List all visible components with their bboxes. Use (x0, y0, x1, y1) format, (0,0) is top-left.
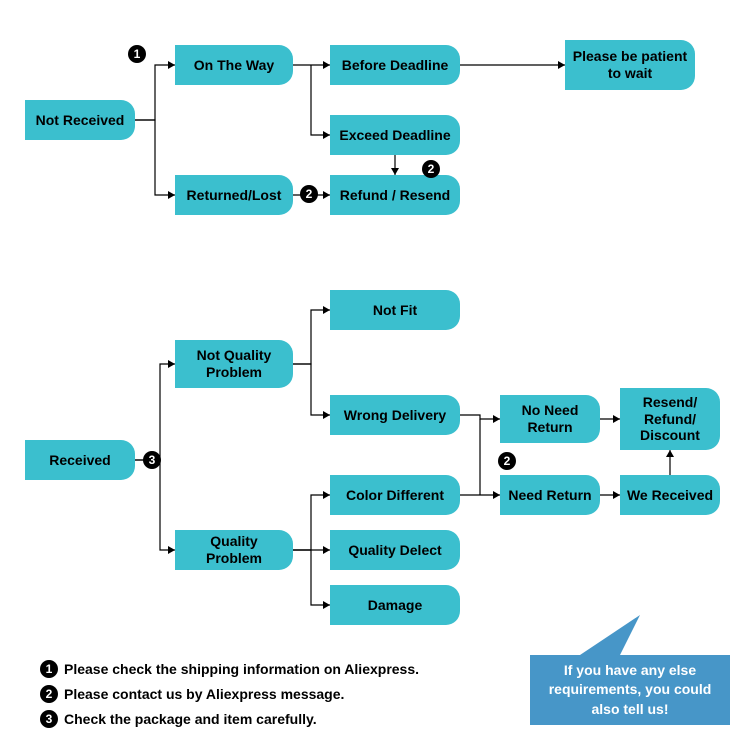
edge-8 (135, 460, 175, 550)
edge-9 (293, 310, 330, 364)
badge-b1: 1 (128, 45, 146, 63)
footnote-text-3: Check the package and item carefully. (64, 711, 317, 727)
node-not-fit: Not Fit (330, 290, 460, 330)
footnote-text-2: Please contact us by Aliexpress message. (64, 686, 344, 702)
edge-3 (311, 65, 330, 135)
node-we-received: We Received (620, 475, 720, 515)
badge-b3: 3 (143, 451, 161, 469)
node-returned-lost: Returned/Lost (175, 175, 293, 215)
edge-10 (293, 364, 330, 415)
node-not-quality: Not Quality Problem (175, 340, 293, 388)
node-color-different: Color Different (330, 475, 460, 515)
edge-7 (135, 364, 175, 460)
node-quality-delect: Quality Delect (330, 530, 460, 570)
node-received: Received (25, 440, 135, 480)
node-quality: Quality Problem (175, 530, 293, 570)
node-damage: Damage (330, 585, 460, 625)
node-please-wait: Please be patient to wait (565, 40, 695, 90)
badge-b2b: 2 (422, 160, 440, 178)
node-before-deadline: Before Deadline (330, 45, 460, 85)
edge-11 (293, 495, 330, 550)
footnote-badge-3: 3 (40, 710, 58, 728)
footnote-2: 2 Please contact us by Aliexpress message… (40, 685, 344, 703)
node-refund-resend: Refund / Resend (330, 175, 460, 215)
callout-tail (580, 615, 640, 655)
footnote-badge-1: 1 (40, 660, 58, 678)
node-wrong-delivery: Wrong Delivery (330, 395, 460, 435)
node-no-need-return: No Need Return (500, 395, 600, 443)
edge-0 (135, 65, 175, 120)
badge-b2a: 2 (300, 185, 318, 203)
callout-box: If you have any else requirements, you c… (530, 655, 730, 725)
node-exceed-deadline: Exceed Deadline (330, 115, 460, 155)
node-on-the-way: On The Way (175, 45, 293, 85)
edge-13 (293, 550, 330, 605)
node-resend-refund: Resend/ Refund/ Discount (620, 388, 720, 450)
node-not-received: Not Received (25, 100, 135, 140)
footnote-badge-2: 2 (40, 685, 58, 703)
footnote-1: 1 Please check the shipping information o… (40, 660, 419, 678)
node-need-return: Need Return (500, 475, 600, 515)
edge-1 (135, 120, 175, 195)
badge-b2c: 2 (498, 452, 516, 470)
footnote-3: 3 Check the package and item carefully. (40, 710, 317, 728)
footnote-text-1: Please check the shipping information on… (64, 661, 419, 677)
